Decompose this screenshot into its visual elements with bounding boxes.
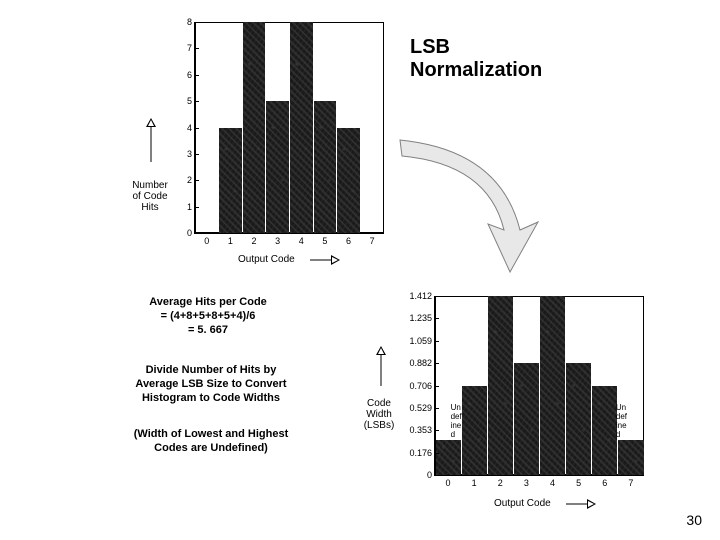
xtick: 5: [576, 475, 581, 488]
xtick: 3: [275, 233, 280, 246]
bar: [314, 101, 337, 233]
curved-arrow-icon: [380, 130, 560, 310]
divide-text: Divide Number of Hits by Average LSB Siz…: [96, 364, 326, 405]
xtick: 0: [204, 233, 209, 246]
bar: [266, 101, 289, 233]
chart2-yaxis-label: Code Width (LSBs): [358, 398, 400, 431]
chart2-xaxis-label: Output Code: [494, 498, 551, 509]
ytick: 0.529: [409, 403, 435, 413]
ytick: 0.176: [409, 448, 435, 458]
bar: [540, 296, 565, 475]
bar: Un def ine d: [618, 440, 643, 475]
undefined-label: Un def ine d: [616, 404, 632, 439]
ytick: 1.059: [409, 336, 435, 346]
xtick: 7: [628, 475, 633, 488]
ytick: 7: [187, 43, 195, 53]
xtick: 1: [228, 233, 233, 246]
ytick: 0: [187, 228, 195, 238]
ytick: 0.353: [409, 425, 435, 435]
bar: [243, 22, 266, 233]
bar: [219, 128, 242, 234]
xtick: 4: [299, 233, 304, 246]
ytick: 5: [187, 96, 195, 106]
ytick: 0.706: [409, 381, 435, 391]
ytick: 0.882: [409, 358, 435, 368]
ytick: 1.235: [409, 313, 435, 323]
bar: [566, 363, 591, 475]
chart2-up-arrow-icon: [374, 346, 388, 386]
bar: [488, 296, 513, 475]
slide-title: LSB Normalization: [410, 36, 542, 82]
ytick: 8: [187, 17, 195, 27]
ytick: 3: [187, 149, 195, 159]
avg-hits-text: Average Hits per Code = (4+8+5+8+5+4)/6 …: [108, 296, 308, 337]
xtick: 1: [472, 475, 477, 488]
chart1-xaxis-label: Output Code: [238, 254, 295, 265]
xtick: 2: [252, 233, 257, 246]
ytick: 0: [427, 470, 435, 480]
undef-note-text: (Width of Lowest and Highest Codes are U…: [96, 428, 326, 456]
xtick: 7: [370, 233, 375, 246]
bar: [290, 22, 313, 233]
bar: [462, 386, 487, 476]
xtick: 0: [446, 475, 451, 488]
chart1-up-arrow-icon: [144, 118, 158, 162]
ytick: 4: [187, 123, 195, 133]
chart2-right-arrow-icon: [566, 499, 596, 509]
xtick: 3: [524, 475, 529, 488]
xtick: 6: [602, 475, 607, 488]
xtick: 4: [550, 475, 555, 488]
ytick: 2: [187, 175, 195, 185]
bar: Un def ine d: [436, 440, 461, 475]
bar: [337, 128, 360, 234]
histogram-widths: Un def ine dUn def ine d 00.1760.3530.52…: [434, 296, 644, 476]
chart1-right-arrow-icon: [310, 255, 340, 265]
xtick: 2: [498, 475, 503, 488]
ytick: 6: [187, 70, 195, 80]
bar: [592, 386, 617, 476]
chart1-yaxis-label: Number of Code Hits: [126, 180, 174, 213]
histogram-hits: 01234567801234567: [194, 22, 384, 234]
ytick: 1: [187, 202, 195, 212]
bar: [514, 363, 539, 475]
slide-number: 30: [686, 512, 702, 528]
xtick: 6: [346, 233, 351, 246]
xtick: 5: [322, 233, 327, 246]
